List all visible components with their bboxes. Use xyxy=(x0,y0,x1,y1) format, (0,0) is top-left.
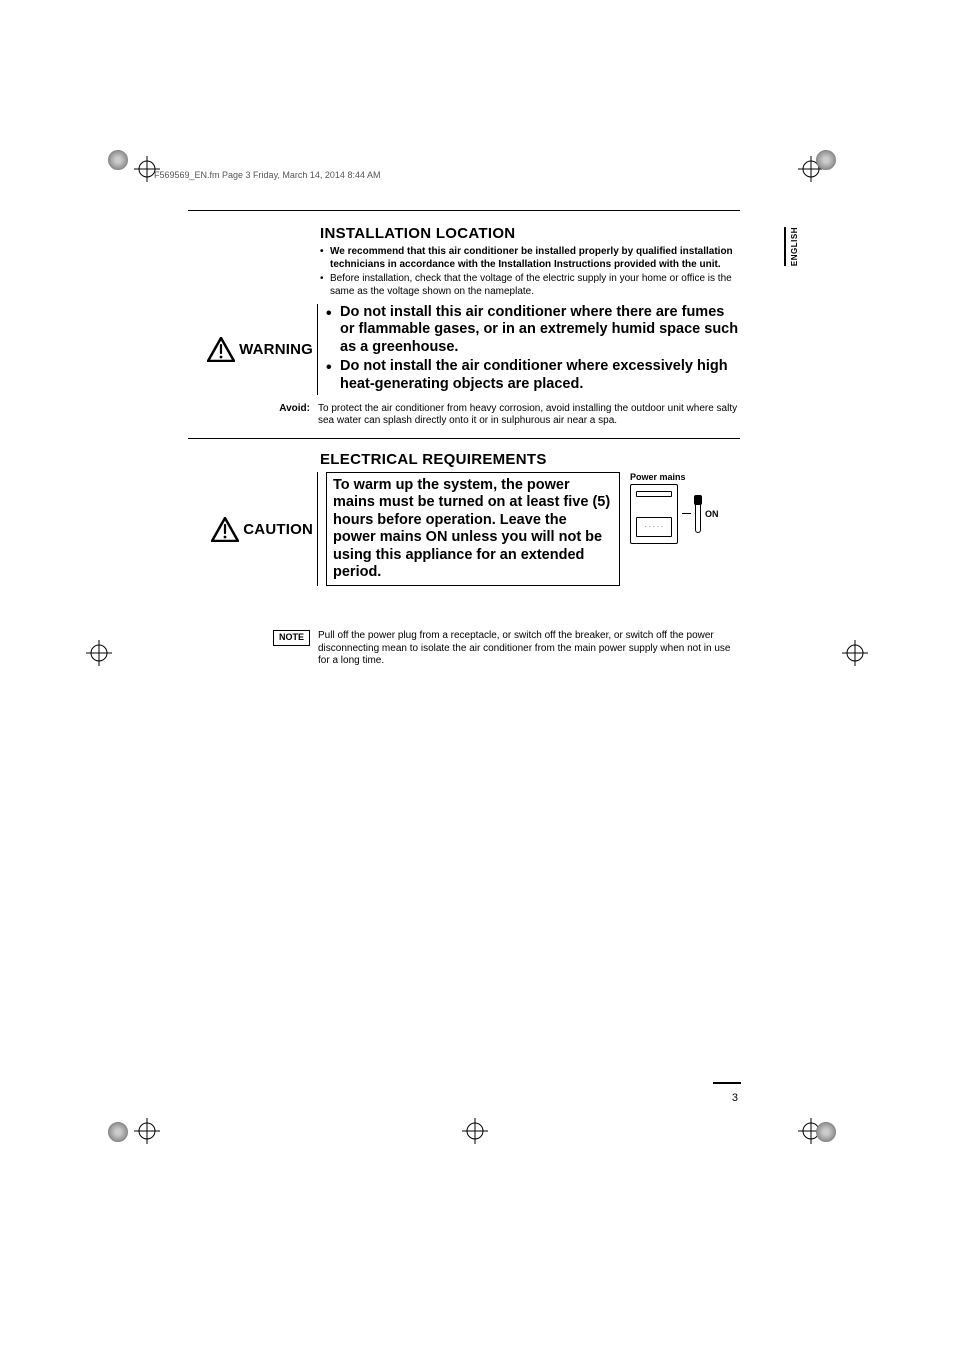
note-row: NOTE Pull off the power plug from a rece… xyxy=(188,630,740,668)
switch-body-icon xyxy=(695,495,701,533)
warning-content: Do not install this air conditioner wher… xyxy=(318,304,740,395)
note-label: NOTE xyxy=(273,630,310,645)
intro-item: We recommend that this air conditioner b… xyxy=(320,246,740,271)
note-text: Pull off the power plug from a receptacl… xyxy=(318,630,740,668)
registration-mark-icon xyxy=(842,640,868,666)
divider xyxy=(188,438,740,439)
on-label: ON xyxy=(705,509,719,519)
page-number: 3 xyxy=(732,1092,738,1104)
switch-knob-icon xyxy=(694,495,702,505)
caution-label-cell: CAUTION xyxy=(188,472,318,586)
caution-triangle-icon xyxy=(211,517,239,542)
power-mains-caption: Power mains xyxy=(630,472,740,482)
warning-label-cell: WARNING xyxy=(188,304,318,395)
registration-mark-icon xyxy=(134,1118,160,1144)
avoid-row: Avoid: To protect the air conditioner fr… xyxy=(188,403,740,428)
warning-label-text: WARNING xyxy=(239,341,313,358)
registration-mark-icon xyxy=(134,156,160,182)
intro-list: We recommend that this air conditioner b… xyxy=(320,246,740,298)
caution-block: CAUTION To warm up the system, the power… xyxy=(188,472,740,586)
caution-label-text: CAUTION xyxy=(243,521,313,538)
section-title-electrical: ELECTRICAL REQUIREMENTS xyxy=(320,451,740,468)
warning-block: WARNING Do not install this air conditio… xyxy=(188,304,740,395)
file-header-text: F569569_EN.fm Page 3 Friday, March 14, 2… xyxy=(154,170,380,180)
caution-content: To warm up the system, the power mains m… xyxy=(318,472,740,586)
divider xyxy=(188,210,740,211)
section-title-installation: INSTALLATION LOCATION xyxy=(320,225,740,242)
power-mains-figure: Power mains - - - - - ON xyxy=(630,472,740,586)
crop-mark-icon xyxy=(816,1122,846,1152)
crop-mark-icon xyxy=(816,150,846,180)
warning-item: Do not install this air conditioner wher… xyxy=(326,304,740,356)
caution-text: To warm up the system, the power mains m… xyxy=(326,472,620,586)
registration-mark-icon xyxy=(462,1118,488,1144)
warning-item: Do not install the air conditioner where… xyxy=(326,358,740,393)
page-number-rule xyxy=(713,1082,741,1084)
intro-item: Before installation, check that the volt… xyxy=(320,273,740,298)
switch-connector-icon xyxy=(682,513,691,514)
page-content: INSTALLATION LOCATION We recommend that … xyxy=(188,210,740,668)
avoid-label: Avoid: xyxy=(188,403,318,428)
warning-triangle-icon xyxy=(207,337,235,362)
registration-mark-icon xyxy=(86,640,112,666)
language-tab: ENGLISH xyxy=(784,227,799,266)
avoid-text: To protect the air conditioner from heav… xyxy=(318,403,740,428)
mains-panel-icon: - - - - - xyxy=(630,484,678,544)
